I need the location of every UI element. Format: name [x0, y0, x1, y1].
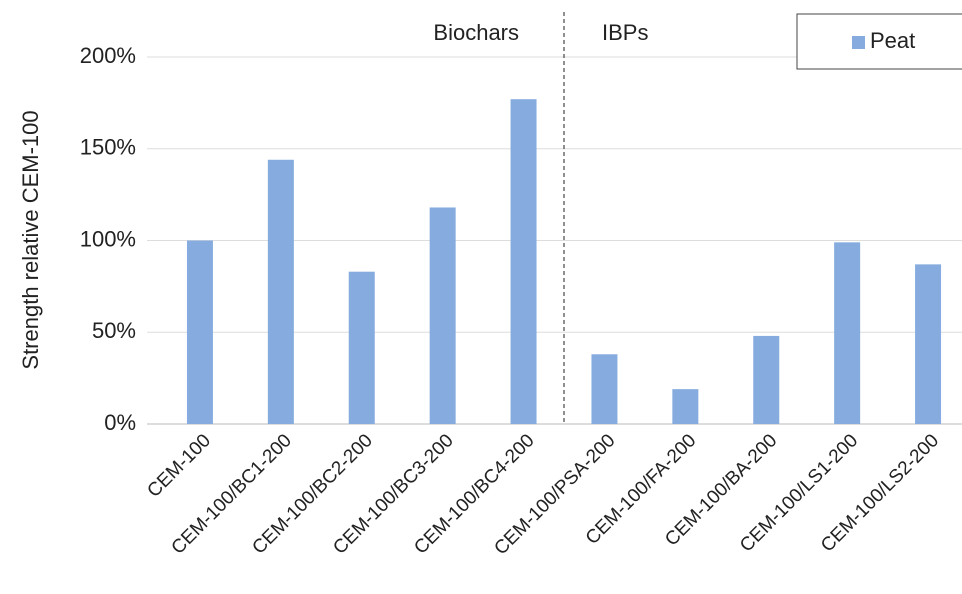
bar [267, 159, 294, 424]
legend-swatch [852, 36, 865, 49]
x-tick-label: CEM-100 [143, 430, 215, 502]
legend-label: Peat [870, 28, 915, 53]
bar [753, 335, 780, 424]
annotation: IBPs [602, 20, 648, 45]
y-tick-label: 0% [104, 410, 136, 435]
annotation: Biochars [433, 20, 519, 45]
bar [591, 354, 618, 424]
y-tick-label: 100% [80, 226, 136, 251]
bar [834, 242, 861, 424]
bar [348, 271, 375, 424]
y-tick-label: 200% [80, 43, 136, 68]
legend-box [796, 13, 962, 70]
bar [429, 207, 456, 424]
y-axis-title: Strength relative CEM-100 [18, 110, 43, 369]
bar [510, 99, 537, 424]
bar [915, 264, 942, 424]
bar [672, 389, 699, 424]
bar [186, 240, 213, 424]
y-tick-label: 150% [80, 135, 136, 160]
y-tick-label: 50% [92, 318, 136, 343]
